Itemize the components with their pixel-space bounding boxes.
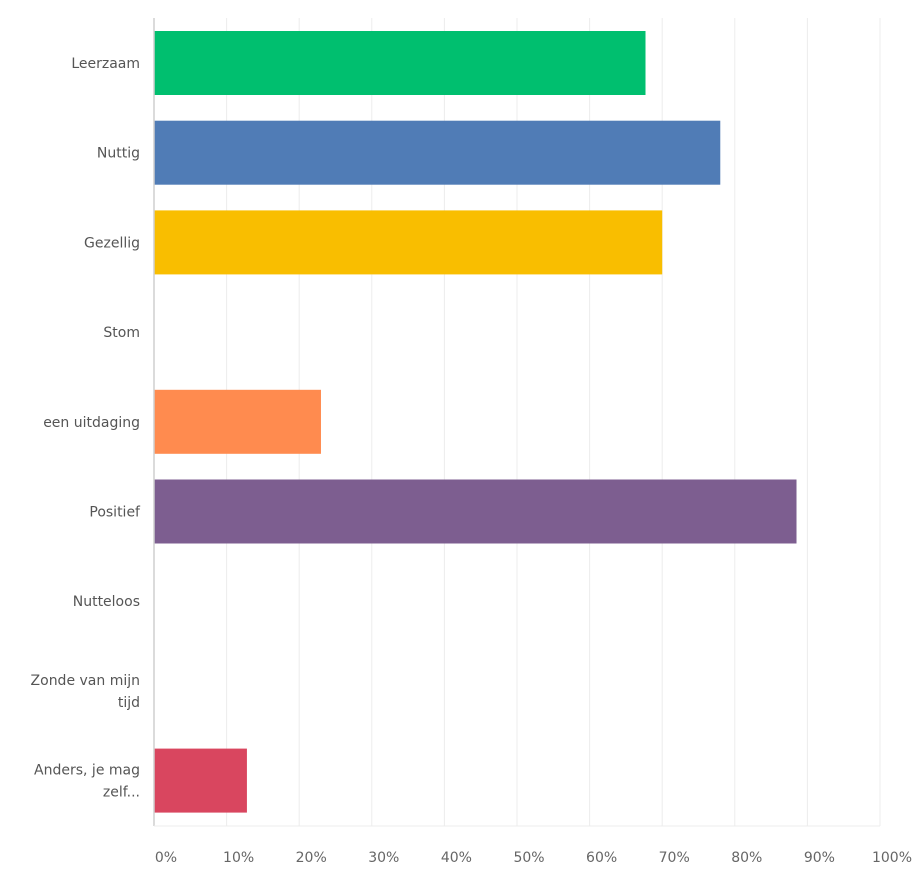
category-label: Nuttig bbox=[97, 146, 140, 162]
x-tick-label: 0% bbox=[155, 850, 177, 866]
x-tick-label: 60% bbox=[586, 850, 617, 866]
bar-nuttig[interactable] bbox=[154, 120, 721, 185]
tick-label-layer: 0% 10% 20% 30% 40% 50% 60% 70% 80% 90% 100% bbox=[155, 850, 912, 866]
bar-positief[interactable] bbox=[154, 479, 797, 544]
x-tick-label: 50% bbox=[513, 850, 544, 866]
category-label: Gezellig bbox=[84, 235, 140, 251]
category-label: zelf... bbox=[103, 785, 140, 801]
x-tick-label: 70% bbox=[659, 850, 690, 866]
category-label-layer: Leerzaam Nuttig Gezellig Stom een uitdaging P… bbox=[31, 56, 142, 801]
category-label: Positief bbox=[89, 505, 141, 521]
bar-anders-je-mag-zelf[interactable] bbox=[154, 748, 247, 813]
bar-leerzaam[interactable] bbox=[154, 31, 646, 95]
x-tick-label: 80% bbox=[731, 850, 762, 866]
category-label: een uitdaging bbox=[43, 415, 140, 431]
category-label: tijd bbox=[118, 695, 140, 711]
bar-gezellig[interactable] bbox=[154, 210, 663, 275]
bar-layer bbox=[154, 31, 797, 813]
x-tick-label: 40% bbox=[441, 850, 472, 866]
category-label: Nutteloos bbox=[73, 594, 140, 610]
x-tick-label: 100% bbox=[872, 850, 912, 866]
x-tick-label: 10% bbox=[223, 850, 254, 866]
category-label: Stom bbox=[103, 325, 140, 341]
category-label: Zonde van mijn bbox=[31, 673, 140, 689]
x-tick-label: 90% bbox=[804, 850, 835, 866]
bar-een-uitdaging[interactable] bbox=[154, 389, 321, 454]
x-tick-label: 20% bbox=[296, 850, 327, 866]
axis-layer bbox=[153, 18, 880, 827]
category-label: Leerzaam bbox=[71, 56, 140, 72]
category-label: Anders, je mag bbox=[34, 763, 140, 779]
x-tick-label: 30% bbox=[368, 850, 399, 866]
